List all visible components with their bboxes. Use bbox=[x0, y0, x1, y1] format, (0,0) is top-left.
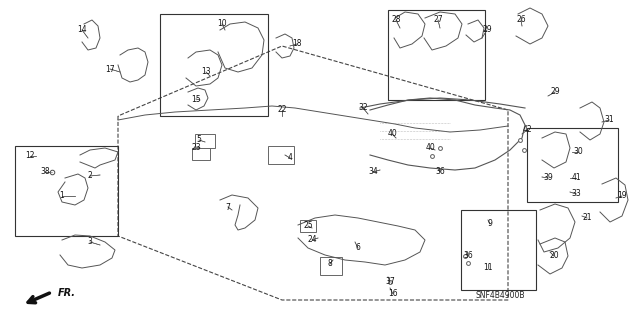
Text: 39: 39 bbox=[543, 174, 553, 182]
Text: 26: 26 bbox=[516, 16, 526, 25]
Text: 41: 41 bbox=[571, 174, 581, 182]
Text: 24: 24 bbox=[307, 235, 317, 244]
Text: 15: 15 bbox=[191, 94, 201, 103]
Text: 16: 16 bbox=[388, 290, 398, 299]
Text: 29: 29 bbox=[550, 87, 560, 97]
Bar bbox=[195, 134, 215, 148]
Text: 14: 14 bbox=[77, 26, 87, 34]
Text: FR.: FR. bbox=[58, 288, 76, 298]
Text: 33: 33 bbox=[571, 189, 581, 198]
Text: 28: 28 bbox=[391, 16, 401, 25]
Text: 18: 18 bbox=[292, 40, 301, 48]
Text: 9: 9 bbox=[488, 219, 492, 228]
Text: 31: 31 bbox=[604, 115, 614, 124]
Text: 10: 10 bbox=[217, 19, 227, 28]
Bar bbox=[300, 220, 316, 232]
Text: 4: 4 bbox=[287, 153, 292, 162]
Text: 17: 17 bbox=[105, 64, 115, 73]
Bar bbox=[320, 257, 342, 275]
Bar bbox=[461, 210, 536, 290]
Text: 13: 13 bbox=[201, 68, 211, 77]
Text: 5: 5 bbox=[196, 136, 202, 145]
Bar bbox=[15, 146, 118, 236]
Bar bbox=[388, 10, 485, 100]
Text: 40: 40 bbox=[387, 130, 397, 138]
Text: 23: 23 bbox=[191, 143, 201, 152]
Text: 42: 42 bbox=[522, 125, 532, 135]
Text: 8: 8 bbox=[328, 259, 332, 269]
Text: 20: 20 bbox=[549, 251, 559, 261]
Text: 19: 19 bbox=[617, 191, 627, 201]
Bar bbox=[527, 128, 618, 202]
Text: 6: 6 bbox=[356, 243, 360, 253]
Text: 36: 36 bbox=[435, 167, 445, 176]
Text: 37: 37 bbox=[385, 278, 395, 286]
Text: 30: 30 bbox=[573, 147, 583, 157]
Text: 3: 3 bbox=[88, 238, 92, 247]
Bar bbox=[160, 14, 268, 116]
Text: 7: 7 bbox=[225, 203, 230, 211]
Text: 27: 27 bbox=[433, 16, 443, 25]
Text: 2: 2 bbox=[88, 172, 92, 181]
Text: SNF4B4900B: SNF4B4900B bbox=[476, 292, 525, 300]
Text: 29: 29 bbox=[482, 26, 492, 34]
Bar bbox=[268, 146, 294, 164]
Bar bbox=[192, 148, 210, 160]
Text: 40: 40 bbox=[425, 144, 435, 152]
Text: 21: 21 bbox=[582, 213, 592, 222]
Text: 11: 11 bbox=[483, 263, 493, 272]
Text: 34: 34 bbox=[368, 167, 378, 176]
Text: 38: 38 bbox=[40, 167, 50, 176]
Text: 32: 32 bbox=[358, 103, 368, 113]
Text: 22: 22 bbox=[277, 106, 287, 115]
Text: 1: 1 bbox=[60, 191, 65, 201]
Text: 12: 12 bbox=[25, 152, 35, 160]
Text: 25: 25 bbox=[303, 221, 313, 231]
Text: 36: 36 bbox=[463, 251, 473, 261]
